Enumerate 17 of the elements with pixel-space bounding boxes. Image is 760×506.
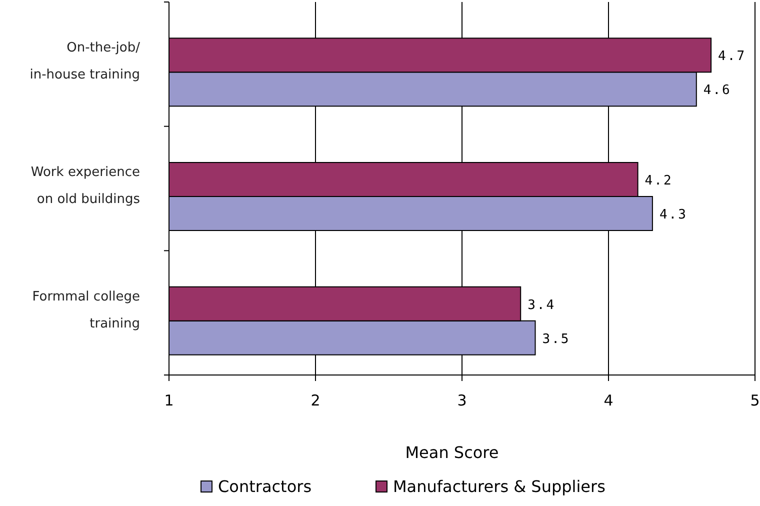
data-label: 3.4 <box>528 298 556 313</box>
data-label: 3.5 <box>542 332 570 347</box>
y-tick-label: On-the-job/ in-house training <box>30 40 141 83</box>
data-label: 4.6 <box>703 83 732 98</box>
data-label: 4.3 <box>659 208 688 222</box>
data-label: 4.2 <box>644 174 673 188</box>
data-label: 4.7 <box>718 49 746 64</box>
x-axis-title: Mean Score <box>405 443 499 462</box>
legend-label: Contractors <box>218 477 312 496</box>
y-tick-label: Formmal college training <box>32 289 140 332</box>
y-tick-label: Work experience on old buildings <box>30 165 140 207</box>
legend-label: Manufacturers & Suppliers <box>393 477 606 496</box>
x-tick-label: 3 <box>457 392 467 410</box>
x-tick-label: 1 <box>164 392 174 410</box>
x-tick-label: 4 <box>604 392 614 410</box>
x-tick-label: 2 <box>310 392 320 410</box>
x-tick-label: 5 <box>750 392 760 410</box>
